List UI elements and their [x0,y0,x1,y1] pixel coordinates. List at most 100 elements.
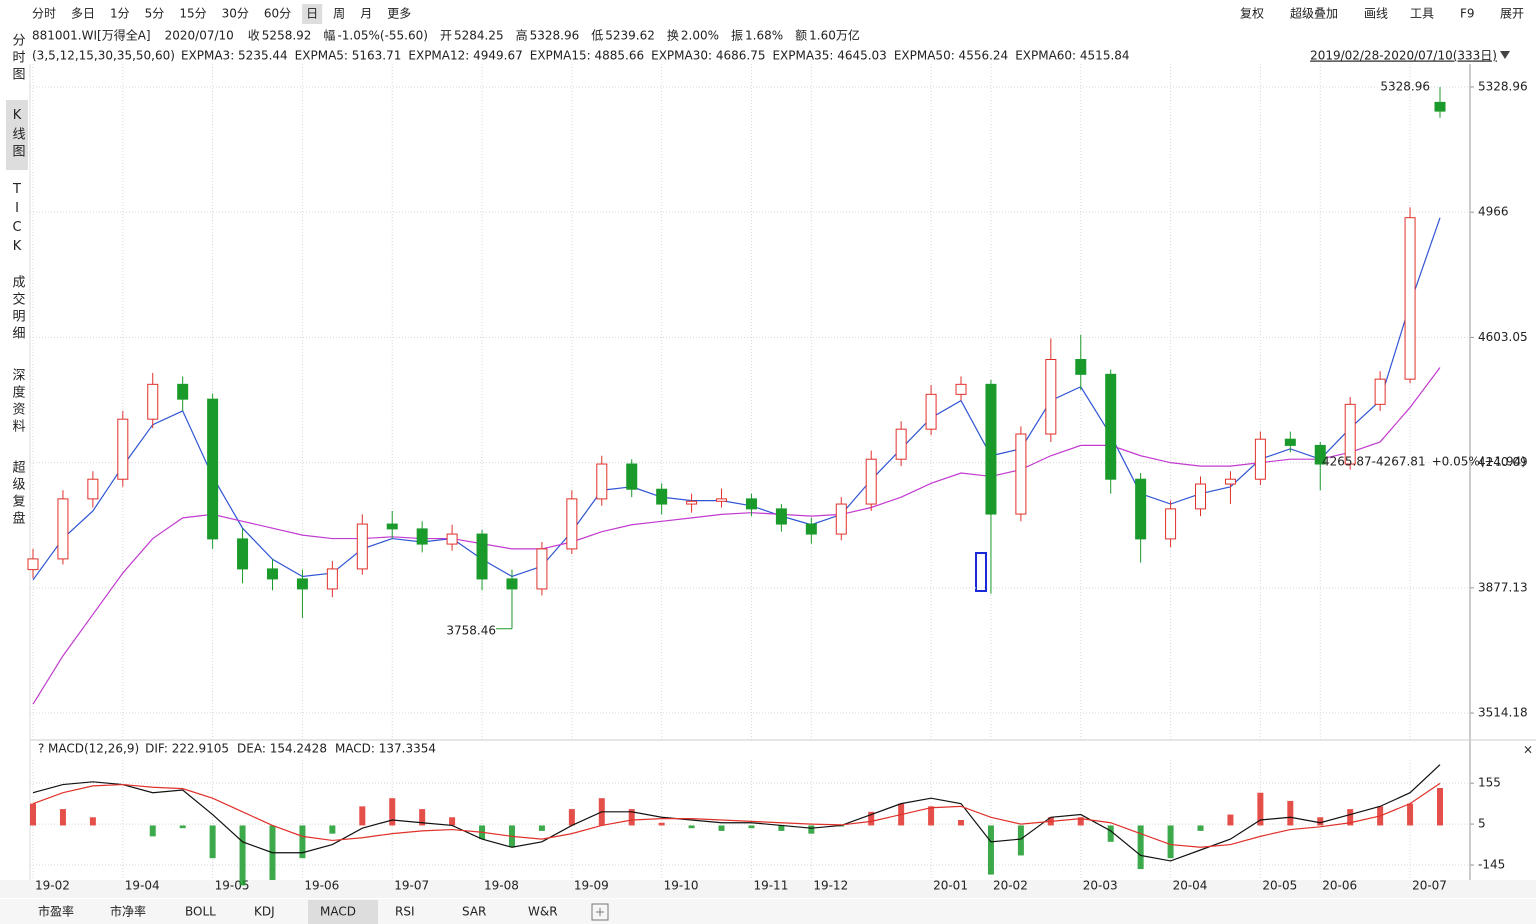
period-button[interactable]: 1分 [110,7,130,21]
legend-item: EXPMA35: 4645.03 [772,49,886,63]
macd-title: MACD(12,26,9) [48,742,139,756]
period-button[interactable]: 日 [306,7,318,21]
candle-body [386,523,398,530]
date-range[interactable]: 2019/02/28-2020/07/10(333日) [1310,49,1497,63]
macd-bar [1347,809,1354,826]
quote-value: 5258.92 [262,29,312,43]
candle-body [745,498,757,510]
macd-bar [59,809,66,826]
period-button[interactable]: 更多 [387,7,411,21]
macd-legend: MACD: 137.3354 [335,742,436,756]
macd-bar [1167,825,1174,859]
y-tick-label: 5328.96 [1478,79,1528,93]
side-tab[interactable]: 分时图 [10,33,26,84]
side-tab[interactable]: TICK [10,182,25,258]
range-dropdown[interactable] [1500,51,1510,59]
x-tick-label: 19-10 [664,879,699,893]
candle-body [416,528,428,545]
macd-bar [179,825,186,829]
legend-item: EXPMA3: 5235.44 [181,49,288,63]
period-button[interactable]: 分时 [32,7,56,21]
y-tick-label: 4966 [1478,205,1509,219]
period-button[interactable]: 60分 [264,7,291,21]
x-tick-label: 19-08 [484,879,519,893]
bottom-tab[interactable]: RSI [395,905,415,919]
legend-item: EXPMA50: 4556.24 [894,49,1008,63]
add-tab-plus [596,908,604,916]
tool-button[interactable]: 超级叠加 [1290,6,1338,21]
candle-body [177,383,189,400]
bottom-tab[interactable]: W&R [528,905,558,919]
bottom-tab[interactable]: KDJ [254,905,275,919]
macd-bar [1077,817,1084,826]
quote-label: 额 [795,29,807,43]
bottom-tab[interactable]: BOLL [185,905,216,919]
legend-item: EXPMA30: 4686.75 [651,49,765,63]
help-icon[interactable]: ? [38,742,44,756]
bottom-tab[interactable]: 市盈率 [38,904,74,919]
candle-body [1224,478,1236,485]
tool-button[interactable]: F9 [1460,7,1475,21]
candle-body [296,578,308,590]
macd-bar [688,825,695,829]
quote-value: 1.68% [745,29,783,43]
quote-label: 高 [516,28,528,43]
x-tick-label: 20-01 [933,879,968,893]
y-tick-label: -145 [1478,858,1505,872]
y-tick-label: 4240.09 [1478,455,1528,469]
candle-body [57,498,69,560]
quote-label: 开 [440,29,452,43]
legend-item: EXPMA12: 4949.67 [408,49,522,63]
close-icon[interactable]: × [1523,743,1533,757]
add-tab-button[interactable] [591,903,609,921]
period-button[interactable]: 多日 [71,7,95,21]
tool-button[interactable]: 画线 [1364,7,1388,21]
macd-bar [1107,825,1114,842]
quote-label: 2020/07/10 [165,29,234,43]
bottom-tab[interactable]: 市净率 [110,904,146,919]
macd-bar [209,825,216,859]
side-tab[interactable]: 超级复盘 [10,460,26,528]
candle-body [1105,373,1117,480]
candle-body [805,523,817,535]
side-tab[interactable]: 成交明细 [10,275,26,343]
macd-bar [987,825,994,875]
x-tick-label: 19-04 [125,879,160,893]
period-button[interactable]: 月 [360,7,372,21]
macd-bar [718,825,725,831]
candle-body [895,428,907,460]
period-button[interactable]: 5分 [145,7,165,21]
macd-bar [778,825,785,831]
bottom-tab[interactable]: MACD [320,905,356,919]
x-tick-label: 20-02 [993,879,1028,893]
period-button[interactable]: 15分 [179,7,206,21]
y-tick-label: 155 [1478,776,1501,790]
macd-bar [89,817,96,826]
candle-body [326,568,338,590]
quote-value: 2.00% [681,29,719,43]
candle-body [1195,483,1207,510]
macd-bar [1227,814,1234,826]
x-tick-label: 20-05 [1262,879,1297,893]
candle-body [566,498,578,550]
quote-value: 5328.96 [530,29,580,43]
tool-button[interactable]: 复权 [1240,7,1264,21]
candle-body [596,463,608,500]
main-plot [30,64,1470,740]
tool-button[interactable]: 展开 [1500,7,1524,21]
tool-button[interactable]: 工具 [1410,7,1434,21]
high-label: 5328.96 [1380,79,1430,93]
period-button[interactable]: 周 [333,7,345,21]
period-button[interactable]: 30分 [222,7,249,21]
bottom-tab[interactable]: SAR [462,905,486,919]
macd-line [32,764,1441,862]
period-active-bg [302,4,323,24]
toolbar-bg [0,0,1536,28]
candle-body [1075,358,1087,375]
candle-body [925,393,937,430]
side-tab[interactable]: 深度资料 [10,368,26,436]
y-tick-label: 3514.18 [1478,706,1528,720]
side-tab[interactable]: K线图 [10,108,26,161]
macd-bar [868,811,875,826]
x-tick-label: 19-11 [753,879,788,893]
